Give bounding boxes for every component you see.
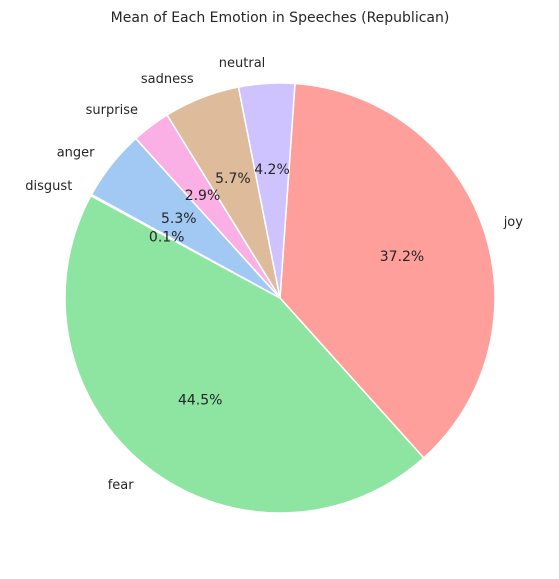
percent-label-neutral: 4.2% [254,162,290,178]
slice-label-anger: anger [57,145,95,160]
slice-label-sadness: sadness [141,72,194,87]
pie-slice-fear [64,194,425,514]
slice-label-joy: joy [503,215,524,230]
slice-label-neutral: neutral [219,56,266,71]
pie-slice-neutral [237,82,296,299]
percent-label-joy: 37.2% [380,249,424,265]
slice-label-fear: fear [108,478,135,493]
percent-label-surprise: 2.9% [185,188,221,204]
slice-label-disgust: disgust [25,179,72,194]
percent-label-anger: 5.3% [161,211,197,227]
percent-labels: 37.2% 44.5% 0.1% 5.3% 2.9%5.7%4.2% [149,162,424,408]
slice-label-surprise: surprise [86,103,138,118]
percent-label-disgust: 0.1% [149,229,185,245]
chart-title: Mean of Each Emotion in Speeches (Republ… [111,10,450,26]
slice-labels: joy fear disgust anger surprise sadness neutra… [25,56,523,493]
percent-label-sadness: 5.7% [215,171,251,187]
pie-slice-joy [279,82,496,459]
pie-slices [64,82,496,514]
percent-label-fear: 44.5% [178,392,222,408]
